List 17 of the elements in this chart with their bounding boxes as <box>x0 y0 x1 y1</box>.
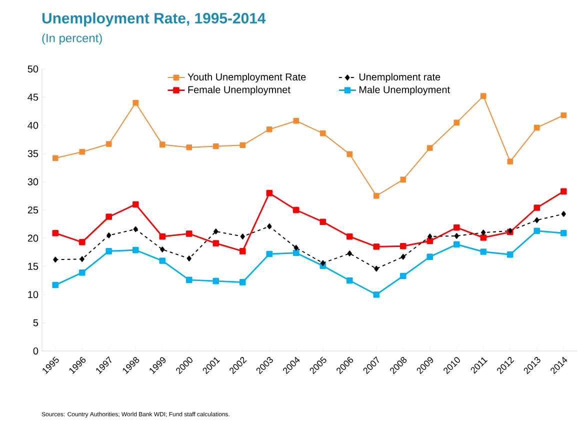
y-tick-label: 20 <box>28 234 38 242</box>
chart-title: Unemployment Rate, 1995-2014 <box>42 12 266 26</box>
y-tick-label: 40 <box>28 122 38 129</box>
legend-label: Unemploment rate <box>359 73 440 82</box>
y-tick-label: 10 <box>28 291 38 298</box>
y-tick-label: 50 <box>28 65 38 73</box>
chart-subtitle: (In percent) <box>42 34 102 45</box>
y-tick-label: 15 <box>28 262 38 270</box>
y-tick-label: 25 <box>28 206 38 214</box>
y-tick-label: 35 <box>28 150 38 158</box>
legend-label: Female Unemploymnet <box>188 86 290 96</box>
legend-label: Male Unemployment <box>359 86 450 96</box>
y-tick-label: 0 <box>33 347 38 355</box>
y-tick-label: 45 <box>28 94 38 101</box>
y-tick-label: 30 <box>28 178 38 186</box>
legend-label: Youth Unemployment Rate <box>188 73 306 82</box>
y-tick-label: 5 <box>33 319 38 326</box>
